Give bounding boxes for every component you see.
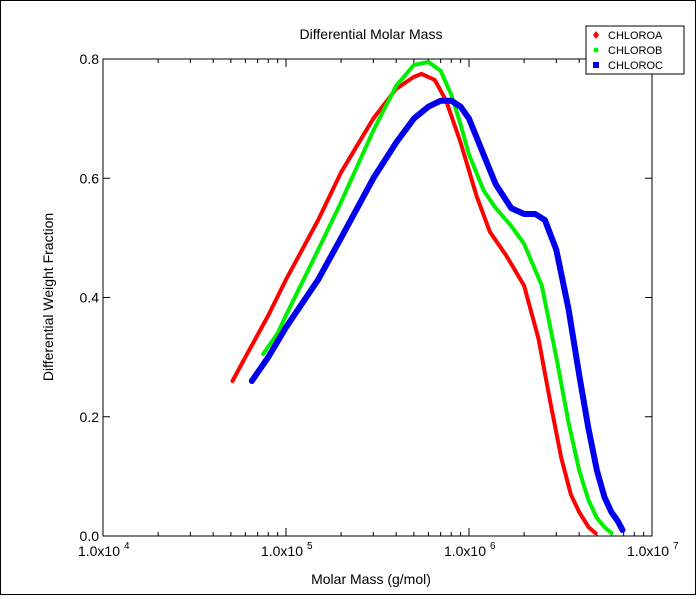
x-tick-label: 1.0x10 xyxy=(444,543,486,559)
legend-label-chlorob: CHLOROB xyxy=(608,45,662,57)
series-layer xyxy=(230,60,626,535)
series-line-chloroa xyxy=(230,71,598,535)
chart-title: Differential Molar Mass xyxy=(300,26,443,42)
legend: CHLOROA CHLOROB CHLOROC xyxy=(585,25,685,75)
x-tick-label: 1.0x10 xyxy=(261,543,303,559)
axes: 0.0 0.2 0.4 0.6 0.8 1.0x10 4 1.0x10 5 1.0x10 6 1.0x… xyxy=(78,51,679,559)
x-tick-exponent: 4 xyxy=(124,541,130,552)
legend-marker-chlorob xyxy=(593,47,599,53)
x-axis-label: Molar Mass (g/mol) xyxy=(311,571,431,587)
y-tick-label: 0.0 xyxy=(80,528,100,544)
x-tick-label: 1.0x10 xyxy=(78,543,120,559)
y-tick-label: 0.6 xyxy=(80,170,100,186)
x-tick-label: 1.0x10 xyxy=(627,543,669,559)
y-tick-label: 0.4 xyxy=(80,290,100,306)
legend-marker-chloroc xyxy=(593,62,599,68)
y-tick-label: 0.2 xyxy=(80,409,100,425)
x-tick-exponent: 6 xyxy=(490,541,496,552)
legend-box xyxy=(585,25,685,75)
legend-label-chloroc: CHLOROC xyxy=(608,60,663,72)
legend-marker-chloroa xyxy=(593,31,599,39)
x-tick-exponent: 7 xyxy=(673,541,679,552)
series-line-chloroc xyxy=(248,97,626,533)
x-tick-exponent: 5 xyxy=(307,541,313,552)
y-axis-label: Differential Weight Fraction xyxy=(40,213,56,381)
y-tick-label: 0.8 xyxy=(80,51,100,67)
legend-label-chloroa: CHLOROA xyxy=(608,30,663,42)
plot-area-border xyxy=(102,58,653,537)
series-line-chlorob xyxy=(261,60,614,535)
